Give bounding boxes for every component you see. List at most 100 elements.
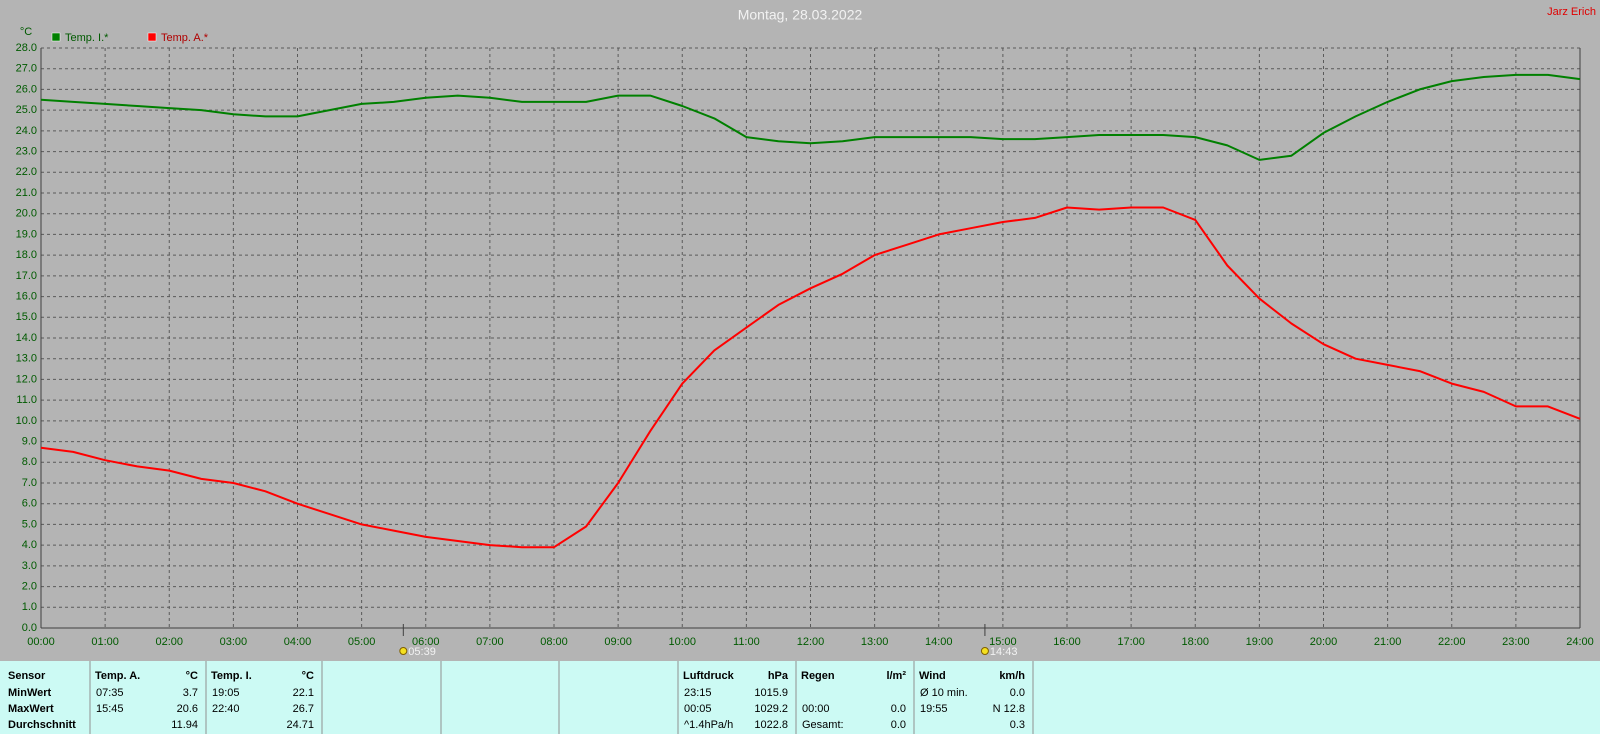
panel-name: Wind	[919, 670, 946, 682]
y-tick-label: 23.0	[16, 145, 37, 157]
x-tick-label: 15:00	[989, 636, 1017, 648]
y-tick-label: 16.0	[16, 290, 37, 302]
x-tick-label: 17:00	[1117, 636, 1145, 648]
cell-value: 1015.9	[754, 687, 788, 699]
panel-unit: °C	[186, 670, 198, 682]
y-tick-label: 14.0	[16, 332, 37, 344]
y-tick-label: 1.0	[22, 601, 37, 613]
y-tick-label: 7.0	[22, 477, 37, 489]
panel-name: Regen	[801, 670, 835, 682]
cell-value: 0.0	[891, 703, 906, 715]
cell-label: 00:00	[802, 703, 830, 715]
sun-icon	[980, 647, 989, 655]
y-tick-label: 15.0	[16, 311, 37, 323]
y-tick-label: 11.0	[16, 394, 37, 406]
y-tick-label: 12.0	[16, 373, 37, 385]
x-tick-label: 04:00	[284, 636, 312, 648]
series-line	[40, 206, 1581, 549]
y-tick-label: 5.0	[22, 518, 37, 530]
chart-title: Montag, 28.03.2022	[738, 7, 863, 23]
x-tick-label: 01:00	[91, 636, 119, 648]
panel-name: Luftdruck	[683, 670, 735, 682]
cell-value: 22.1	[293, 687, 314, 699]
cell-label: 15:45	[96, 703, 124, 715]
y-tick-label: 6.0	[22, 498, 37, 510]
x-tick-label: 05:00	[348, 636, 376, 648]
sun-event-label: 05:39	[408, 646, 436, 658]
x-tick-label: 13:00	[861, 636, 889, 648]
y-tick-label: 21.0	[16, 187, 37, 199]
x-tick-label: 10:00	[668, 636, 696, 648]
y-axis-label: °C	[20, 26, 32, 38]
x-tick-label: 16:00	[1053, 636, 1081, 648]
cell-label: Ø 10 min.	[920, 687, 968, 699]
panel-unit: hPa	[768, 670, 789, 682]
x-tick-label: 09:00	[604, 636, 632, 648]
cell-value: 0.3	[1010, 719, 1025, 731]
legend-swatch	[147, 32, 157, 42]
sun-icon	[399, 647, 408, 655]
x-tick-label: 00:00	[27, 636, 55, 648]
cell-label: 19:05	[212, 687, 240, 699]
panel-name: Temp. A.	[95, 670, 140, 682]
y-tick-label: 22.0	[16, 166, 37, 178]
sun-event-label: 14:43	[990, 646, 1018, 658]
row-label: Durchschnitt	[8, 719, 76, 731]
y-tick-label: 26.0	[16, 83, 37, 95]
x-tick-label: 21:00	[1374, 636, 1402, 648]
cell-label: 19:55	[920, 703, 948, 715]
cell-label: 00:05	[684, 703, 712, 715]
x-tick-label: 18:00	[1181, 636, 1209, 648]
cell-value: 1029.2	[754, 703, 788, 715]
y-tick-label: 13.0	[16, 353, 37, 365]
legend-label: Temp. A.*	[161, 32, 209, 44]
y-tick-label: 9.0	[22, 435, 37, 447]
y-tick-label: 2.0	[22, 580, 37, 592]
cell-value: 3.7	[183, 687, 198, 699]
cell-value: 26.7	[293, 703, 314, 715]
cell-value: 11.94	[171, 719, 198, 731]
cell-value: 0.0	[1010, 687, 1025, 699]
y-tick-label: 4.0	[22, 539, 37, 551]
author: Jarz Erich	[1547, 6, 1596, 18]
y-tick-label: 28.0	[16, 42, 37, 54]
x-tick-label: 08:00	[540, 636, 568, 648]
legend-label: Temp. I.*	[65, 32, 109, 44]
cell-value: 20.6	[177, 703, 198, 715]
series-line	[40, 73, 1581, 161]
y-tick-label: 17.0	[16, 270, 37, 282]
x-tick-label: 22:00	[1438, 636, 1466, 648]
cell-value: N 12.8	[993, 703, 1025, 715]
y-tick-label: 20.0	[16, 208, 37, 220]
cell-value: 1022.8	[754, 719, 788, 731]
x-tick-label: 11:00	[733, 636, 760, 648]
x-tick-label: 07:00	[476, 636, 504, 648]
panel-unit: °C	[302, 670, 314, 682]
row-label: MinWert	[8, 687, 52, 699]
cell-label: Gesamt:	[802, 719, 844, 731]
panel-unit: l/m²	[886, 670, 906, 682]
x-tick-label: 02:00	[155, 636, 183, 648]
row-label: Sensor	[8, 670, 46, 682]
y-tick-label: 8.0	[22, 456, 37, 468]
y-tick-label: 19.0	[16, 228, 37, 240]
x-tick-label: 20:00	[1310, 636, 1338, 648]
cell-label: ^1.4hPa/h	[684, 719, 733, 731]
x-tick-label: 14:00	[925, 636, 953, 648]
cell-label: 23:15	[684, 687, 712, 699]
x-tick-label: 06:00	[412, 636, 440, 648]
chart-background	[0, 0, 1600, 661]
x-tick-label: 23:00	[1502, 636, 1530, 648]
row-label: MaxWert	[8, 703, 54, 715]
y-tick-label: 25.0	[16, 104, 37, 116]
x-tick-label: 12:00	[797, 636, 825, 648]
table-background	[0, 661, 1600, 734]
y-tick-label: 24.0	[16, 125, 37, 137]
cell-label: 22:40	[212, 703, 240, 715]
y-tick-label: 18.0	[16, 249, 37, 261]
y-tick-label: 3.0	[22, 560, 37, 572]
cell-label: 07:35	[96, 687, 124, 699]
y-tick-label: 0.0	[22, 622, 37, 634]
